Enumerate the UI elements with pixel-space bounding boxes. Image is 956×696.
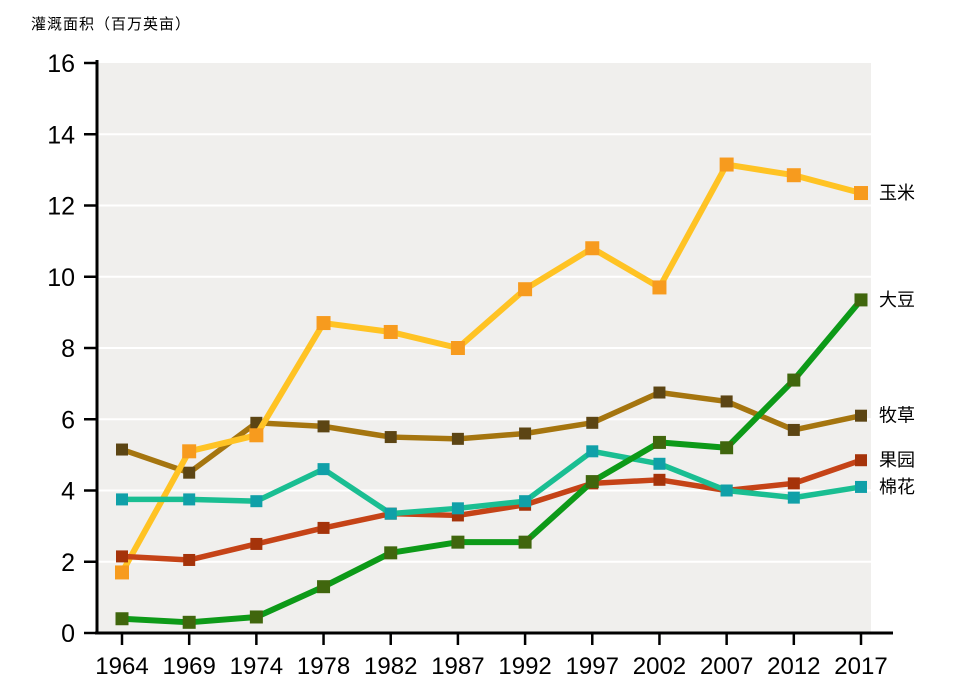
series-marker-玉米	[383, 324, 398, 339]
x-tick-label: 2002	[633, 653, 686, 680]
series-marker-大豆	[854, 293, 868, 307]
series-marker-棉花	[183, 493, 196, 506]
y-tick-label: 8	[61, 335, 75, 363]
series-marker-牧草	[720, 395, 733, 408]
series-marker-大豆	[182, 615, 196, 629]
series-line-牧草	[121, 389, 862, 476]
y-tick-label: 16	[47, 50, 75, 78]
series-marker-牧草	[653, 386, 666, 399]
x-tick-label: 2007	[700, 653, 753, 680]
series-marker-棉花	[116, 493, 128, 506]
series-marker-果园	[116, 550, 128, 563]
series-marker-果园	[317, 521, 330, 534]
series-marker-玉米	[585, 241, 600, 256]
series-label-大豆: 大豆	[879, 290, 915, 310]
series-marker-大豆	[115, 612, 129, 626]
series-marker-大豆	[652, 435, 666, 449]
series-marker-棉花	[317, 463, 330, 476]
x-tick-label: 2017	[834, 653, 887, 680]
series-marker-玉米	[450, 341, 465, 355]
series-label-牧草: 牧草	[879, 406, 915, 426]
series-marker-玉米	[182, 444, 197, 459]
series-marker-牧草	[519, 427, 532, 440]
series-marker-玉米	[719, 157, 734, 172]
x-tick-label: 1987	[431, 653, 484, 680]
y-tick-label: 4	[61, 478, 75, 506]
series-marker-牧草	[586, 416, 599, 429]
series-marker-玉米	[316, 316, 331, 331]
series-line-玉米	[119, 161, 862, 574]
series-marker-果园	[653, 473, 666, 486]
series-marker-牧草	[451, 432, 464, 445]
series-marker-玉米	[786, 168, 801, 183]
x-tick-label: 1974	[230, 653, 283, 680]
series-marker-牧草	[855, 409, 867, 422]
series-marker-玉米	[115, 565, 129, 580]
x-tick-label: 1969	[162, 653, 215, 680]
y-tick-label: 10	[47, 264, 75, 292]
y-tick-label: 0	[61, 620, 75, 648]
series-marker-牧草	[787, 423, 800, 436]
series-marker-大豆	[518, 535, 532, 549]
series-marker-牧草	[116, 443, 128, 456]
series-label-果园: 果园	[879, 450, 915, 470]
x-tick-label: 1992	[498, 653, 551, 680]
y-tick-label: 2	[61, 549, 75, 577]
series-marker-棉花	[519, 495, 532, 508]
series-marker-玉米	[518, 282, 533, 297]
series-label-棉花: 棉花	[879, 477, 915, 497]
series-marker-棉花	[451, 502, 464, 515]
x-tick-label: 1978	[297, 653, 350, 680]
series-marker-果园	[855, 454, 867, 467]
series-marker-大豆	[249, 610, 263, 624]
series-marker-棉花	[787, 491, 800, 504]
series-marker-牧草	[384, 431, 397, 444]
series-marker-大豆	[787, 373, 801, 387]
series-marker-棉花	[250, 495, 263, 508]
x-tick-label: 1997	[566, 653, 619, 680]
series-marker-大豆	[384, 546, 398, 560]
y-tick-label: 14	[47, 121, 75, 149]
x-tick-label: 1982	[364, 653, 417, 680]
series-line-棉花	[122, 448, 862, 517]
series-marker-棉花	[653, 457, 666, 470]
series-marker-棉花	[384, 507, 397, 520]
chart-title: 灌溉面积（百万英亩）	[31, 16, 192, 33]
series-marker-棉花	[855, 480, 867, 493]
series-marker-玉米	[854, 186, 868, 201]
x-tick-label: 1964	[95, 653, 148, 680]
series-marker-玉米	[652, 280, 667, 295]
series-marker-果园	[250, 537, 263, 550]
series-marker-牧草	[317, 420, 330, 433]
series-label-玉米: 玉米	[879, 183, 915, 203]
x-tick-label: 2012	[767, 653, 820, 680]
series-marker-玉米	[249, 428, 264, 443]
series-marker-果园	[183, 553, 196, 566]
series-marker-大豆	[585, 475, 599, 489]
series-marker-大豆	[317, 580, 331, 594]
series-marker-果园	[787, 477, 800, 490]
series-marker-大豆	[720, 441, 734, 455]
series-marker-大豆	[451, 535, 465, 549]
series-line-大豆	[121, 297, 864, 626]
y-tick-label: 6	[61, 406, 75, 434]
series-marker-棉花	[586, 445, 599, 458]
y-tick-label: 12	[47, 193, 75, 221]
series-marker-牧草	[183, 466, 196, 479]
series-marker-棉花	[720, 484, 733, 497]
